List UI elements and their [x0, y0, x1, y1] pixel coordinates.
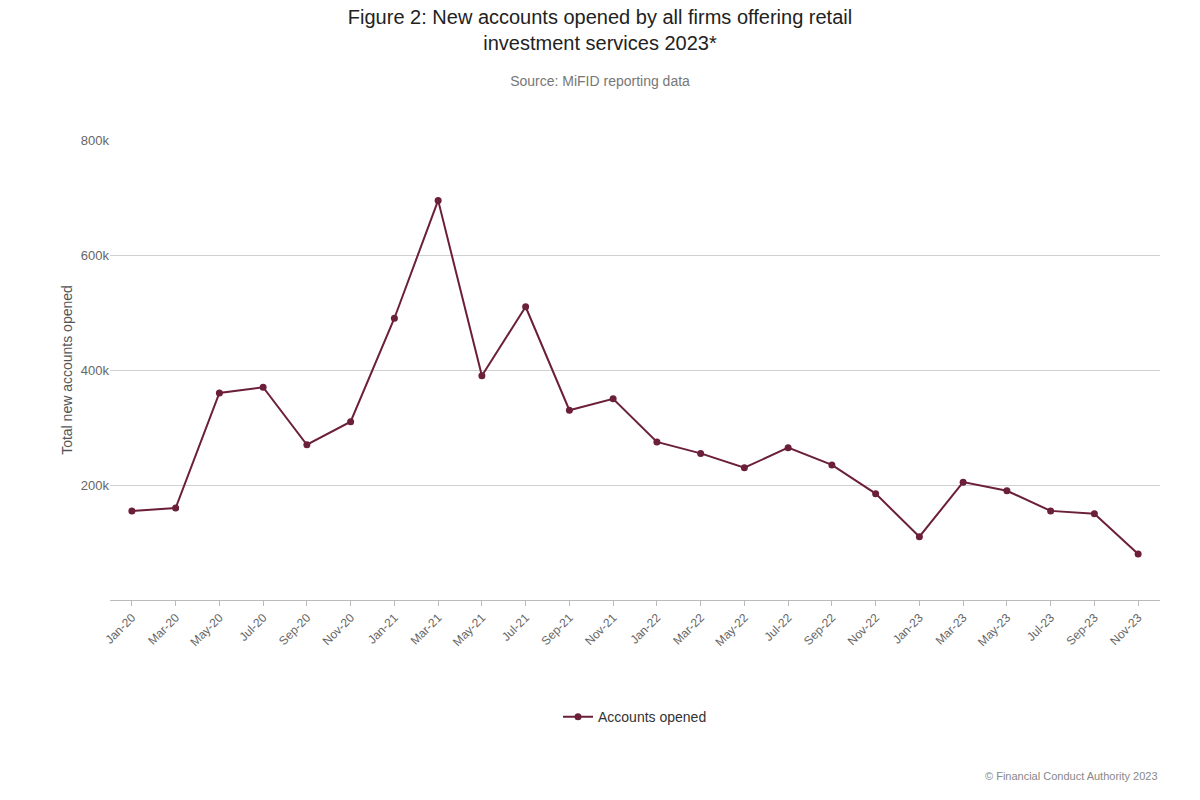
svg-text:Mar-23: Mar-23 — [933, 611, 970, 648]
svg-text:May-22: May-22 — [713, 611, 751, 649]
svg-text:Accounts opened: Accounts opened — [598, 709, 706, 725]
svg-text:Jan-22: Jan-22 — [627, 611, 663, 647]
svg-text:Nov-20: Nov-20 — [320, 611, 357, 648]
svg-text:800k: 800k — [81, 133, 110, 148]
svg-text:Mar-20: Mar-20 — [145, 611, 182, 648]
svg-text:Total new accounts opened: Total new accounts opened — [59, 285, 75, 455]
svg-text:© Financial Conduct Authority: © Financial Conduct Authority 2023 — [985, 770, 1158, 782]
svg-text:Jul-22: Jul-22 — [761, 611, 794, 644]
svg-text:Nov-22: Nov-22 — [845, 611, 882, 648]
svg-text:600k: 600k — [81, 248, 110, 263]
svg-text:Sep-21: Sep-21 — [538, 611, 575, 648]
svg-text:Nov-21: Nov-21 — [582, 611, 619, 648]
svg-text:Nov-23: Nov-23 — [1107, 611, 1144, 648]
svg-text:400k: 400k — [81, 363, 110, 378]
svg-text:200k: 200k — [81, 478, 110, 493]
svg-text:Sep-23: Sep-23 — [1063, 611, 1100, 648]
svg-text:Mar-21: Mar-21 — [408, 611, 445, 648]
svg-text:Figure 2: New accounts opened: Figure 2: New accounts opened by all fir… — [348, 6, 852, 54]
svg-text:May-21: May-21 — [450, 611, 488, 649]
svg-text:Source: MiFID reporting data: Source: MiFID reporting data — [510, 73, 690, 89]
svg-text:Jan-20: Jan-20 — [102, 611, 138, 647]
svg-text:Sep-22: Sep-22 — [801, 611, 838, 648]
svg-text:Jul-20: Jul-20 — [236, 611, 269, 644]
svg-text:Sep-20: Sep-20 — [276, 611, 313, 648]
svg-text:Jan-23: Jan-23 — [890, 611, 926, 647]
svg-text:May-23: May-23 — [975, 611, 1013, 649]
svg-text:Mar-22: Mar-22 — [670, 611, 707, 648]
svg-text:Jul-21: Jul-21 — [499, 611, 532, 644]
svg-text:Jul-23: Jul-23 — [1024, 611, 1057, 644]
svg-text:May-20: May-20 — [188, 611, 226, 649]
svg-text:Jan-21: Jan-21 — [365, 611, 401, 647]
